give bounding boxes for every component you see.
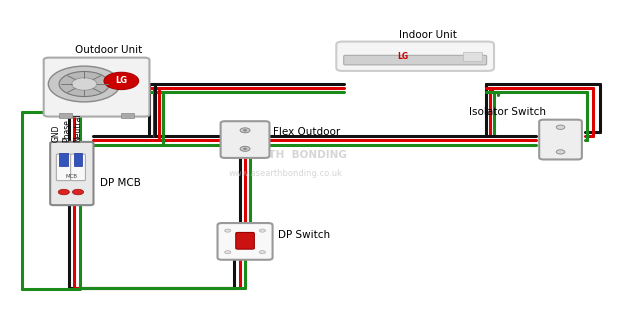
FancyBboxPatch shape (71, 154, 86, 181)
Circle shape (556, 150, 565, 154)
Circle shape (243, 129, 247, 131)
Text: Isolator Switch: Isolator Switch (469, 107, 546, 117)
Text: DP MCB: DP MCB (100, 178, 141, 188)
Circle shape (48, 66, 120, 102)
FancyBboxPatch shape (236, 232, 254, 249)
Circle shape (556, 125, 565, 129)
FancyBboxPatch shape (539, 120, 582, 159)
Text: LG: LG (115, 77, 127, 86)
FancyBboxPatch shape (218, 223, 273, 260)
Circle shape (240, 146, 250, 151)
Text: MCB: MCB (66, 174, 78, 179)
Text: Phase: Phase (63, 119, 71, 142)
Text: GND: GND (52, 124, 61, 142)
FancyBboxPatch shape (221, 121, 270, 158)
FancyBboxPatch shape (43, 58, 149, 117)
Circle shape (104, 72, 139, 90)
Circle shape (259, 229, 265, 232)
Circle shape (73, 189, 84, 195)
Text: Flex Outdoor: Flex Outdoor (273, 127, 340, 137)
Circle shape (240, 128, 250, 133)
FancyBboxPatch shape (336, 42, 494, 71)
FancyBboxPatch shape (50, 142, 94, 205)
Bar (122, 113, 134, 118)
Circle shape (259, 251, 265, 254)
Circle shape (72, 78, 97, 90)
Bar (74, 153, 82, 166)
Bar (60, 113, 72, 118)
FancyBboxPatch shape (343, 55, 487, 65)
Text: LG: LG (397, 52, 409, 61)
Circle shape (224, 229, 231, 232)
Text: Neutral: Neutral (74, 113, 82, 142)
Bar (60, 153, 68, 166)
Circle shape (224, 251, 231, 254)
Circle shape (58, 189, 69, 195)
Text: www.asearthbonding.co.uk: www.asearthbonding.co.uk (228, 169, 342, 178)
Text: Outdoor Unit: Outdoor Unit (75, 46, 143, 55)
Text: AS  EARTH  BONDING: AS EARTH BONDING (223, 150, 347, 160)
Circle shape (243, 148, 247, 150)
Text: DP Switch: DP Switch (278, 230, 330, 240)
Bar (463, 52, 482, 61)
Circle shape (59, 72, 109, 96)
Text: Indoor Unit: Indoor Unit (399, 30, 456, 40)
FancyBboxPatch shape (56, 154, 71, 181)
